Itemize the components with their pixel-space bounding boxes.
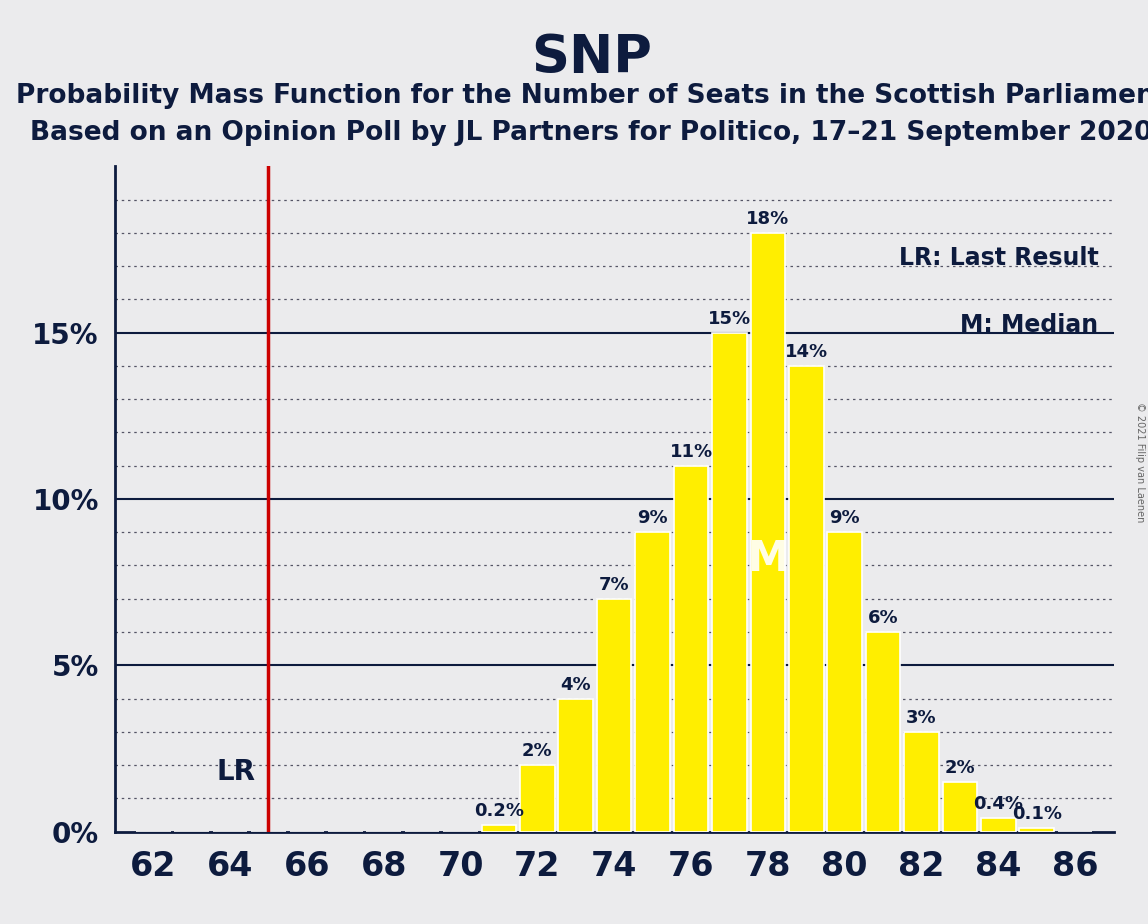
Text: SNP: SNP (530, 32, 652, 84)
Text: 2%: 2% (522, 742, 552, 760)
Text: 0.2%: 0.2% (474, 802, 523, 820)
Bar (597, 599, 631, 832)
Bar (558, 699, 594, 832)
Bar (828, 532, 862, 832)
Bar (1019, 828, 1054, 832)
Text: 2%: 2% (945, 759, 975, 777)
Bar (674, 466, 708, 832)
Text: 3%: 3% (906, 709, 937, 727)
Text: 14%: 14% (785, 343, 828, 361)
Text: LR: Last Result: LR: Last Result (899, 246, 1099, 270)
Text: 6%: 6% (868, 609, 899, 627)
Bar (482, 825, 517, 832)
Text: 0.4%: 0.4% (974, 796, 1023, 813)
Text: Probability Mass Function for the Number of Seats in the Scottish Parliament: Probability Mass Function for the Number… (16, 83, 1148, 109)
Text: 7%: 7% (599, 576, 629, 594)
Text: 9%: 9% (829, 509, 860, 528)
Bar (751, 233, 785, 832)
Text: M: Median: M: Median (961, 312, 1099, 336)
Bar (866, 632, 900, 832)
Text: 0.1%: 0.1% (1011, 806, 1062, 823)
Bar (520, 765, 554, 832)
Text: Based on an Opinion Poll by JL Partners for Politico, 17–21 September 2020: Based on an Opinion Poll by JL Partners … (30, 120, 1148, 146)
Bar (905, 732, 939, 832)
Bar (943, 782, 977, 832)
Bar (982, 819, 1016, 832)
Text: LR: LR (216, 758, 255, 785)
Bar (712, 333, 746, 832)
Bar (789, 366, 823, 832)
Text: 9%: 9% (637, 509, 668, 528)
Text: 11%: 11% (669, 443, 713, 461)
Bar (635, 532, 670, 832)
Text: 18%: 18% (746, 210, 790, 228)
Text: © 2021 Filip van Laenen: © 2021 Filip van Laenen (1135, 402, 1145, 522)
Text: M: M (747, 538, 789, 580)
Text: 15%: 15% (708, 310, 751, 328)
Text: 4%: 4% (560, 675, 591, 694)
